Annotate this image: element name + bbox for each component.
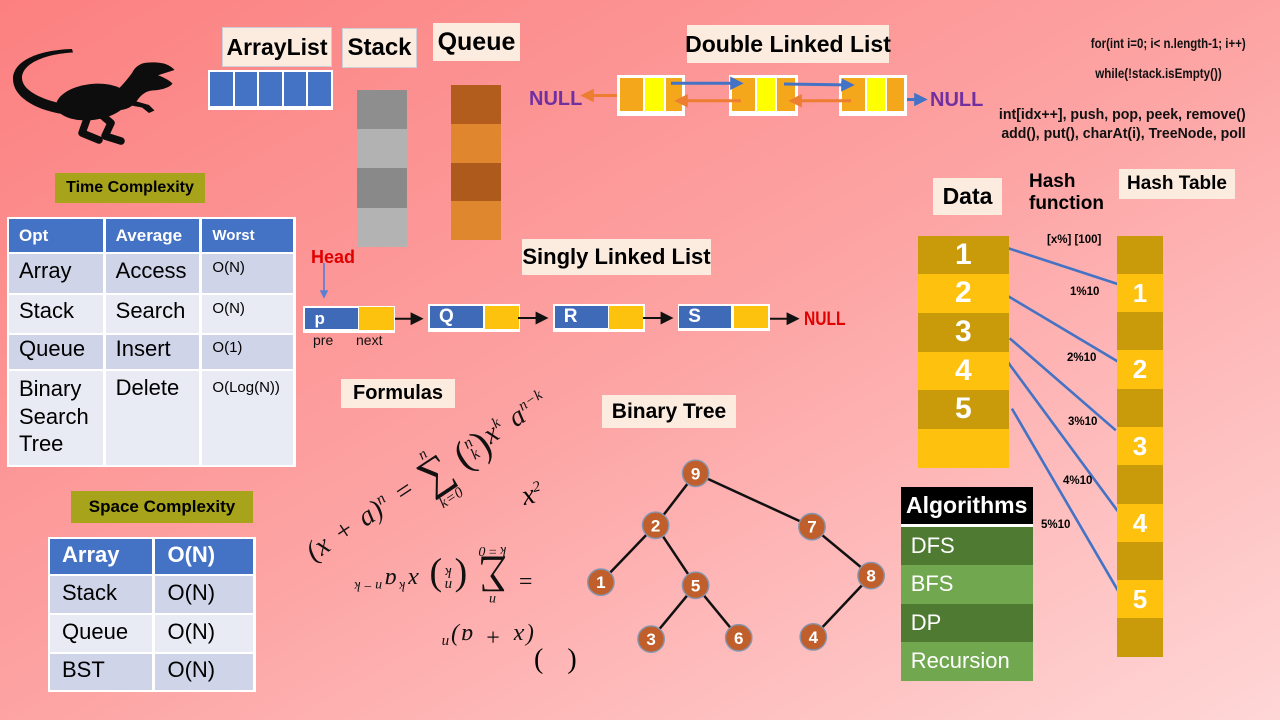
svg-text:1: 1 [596, 573, 605, 592]
svg-text:6: 6 [734, 629, 743, 648]
svg-text:2: 2 [651, 516, 660, 535]
svg-text:8: 8 [866, 567, 875, 586]
svg-text:7: 7 [807, 518, 816, 537]
svg-text:9: 9 [691, 464, 700, 483]
svg-text:5: 5 [691, 576, 700, 595]
svg-text:4: 4 [809, 628, 819, 647]
svg-text:3: 3 [646, 630, 655, 649]
